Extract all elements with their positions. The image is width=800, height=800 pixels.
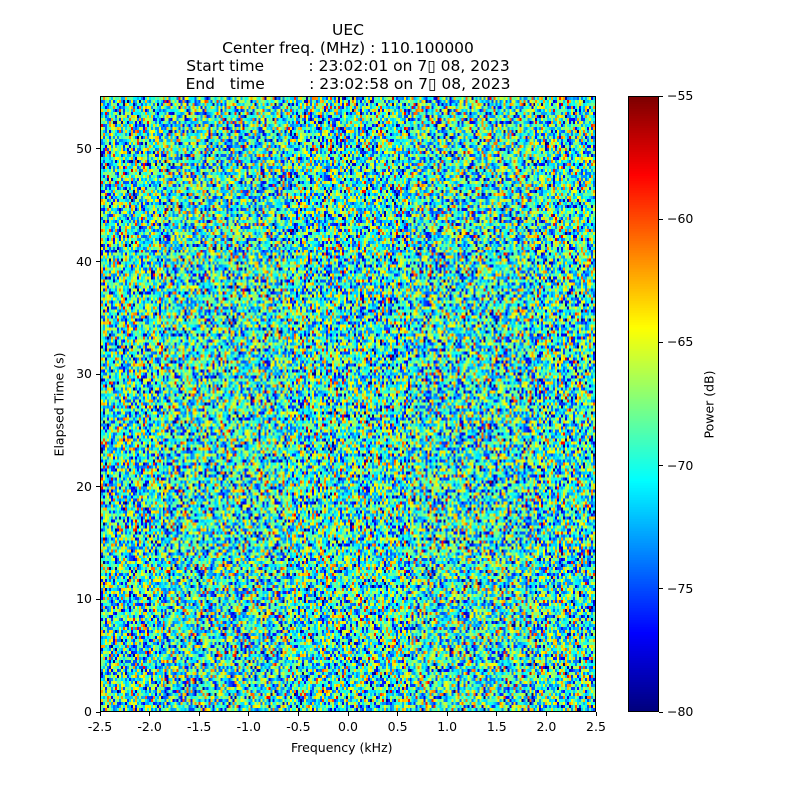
chart-title-line-4: End time : 23:02:58 on 7▯ 08, 2023	[185, 75, 511, 93]
x-tick-label: 2.5	[586, 719, 606, 734]
x-tick-mark	[149, 712, 151, 716]
chart-title-line-2: Center freq. (MHz) : 110.100000	[222, 39, 474, 57]
x-tick-label: -1.0	[236, 719, 261, 734]
y-tick-mark	[96, 261, 100, 263]
heatmap-cells	[101, 97, 595, 711]
y-tick-mark	[96, 148, 100, 150]
y-tick-label: 50	[76, 140, 92, 156]
colorbar	[628, 96, 659, 712]
x-tick-mark	[545, 712, 547, 716]
x-tick-mark	[446, 712, 448, 716]
y-tick-label: 20	[76, 478, 92, 494]
x-axis-label: Frequency (kHz)	[291, 740, 393, 755]
colorbar-tick-label: −55	[667, 88, 694, 103]
x-tick-label: -2.5	[87, 719, 113, 734]
y-tick-mark	[96, 598, 100, 600]
colorbar-tick-mark	[659, 95, 663, 97]
colorbar-tick-mark	[659, 588, 663, 590]
x-tick-label: 1.5	[486, 719, 507, 734]
x-tick-label: 0.0	[338, 719, 358, 734]
colorbar-tick-mark	[659, 218, 663, 220]
x-tick-label: -0.5	[286, 719, 311, 734]
y-tick-label: 10	[76, 591, 92, 607]
colorbar-gradient	[629, 97, 658, 711]
colorbar-tick-mark	[659, 341, 663, 343]
x-tick-label: 1.0	[437, 719, 458, 734]
x-tick-label: 0.5	[387, 719, 408, 734]
x-tick-mark	[297, 712, 299, 716]
colorbar-tick-label: −70	[667, 457, 694, 473]
colorbar-label: Power (dB)	[701, 370, 717, 439]
x-tick-mark	[248, 712, 250, 716]
chart-title-line-3: Start time : 23:02:01 on 7▯ 08, 2023	[186, 57, 510, 75]
x-tick-mark	[198, 712, 200, 716]
colorbar-tick-label: −80	[667, 704, 694, 719]
x-tick-label: -1.5	[186, 719, 212, 734]
plot-area	[100, 96, 596, 712]
x-tick-mark	[496, 712, 498, 716]
colorbar-tick-label: −60	[667, 211, 694, 227]
y-tick-mark	[96, 486, 100, 488]
y-tick-label: 0	[84, 704, 92, 719]
y-tick-mark	[96, 711, 100, 713]
x-tick-label: 2.0	[536, 719, 557, 734]
colorbar-tick-mark	[659, 711, 663, 713]
colorbar-tick-mark	[659, 465, 663, 467]
chart-title-line-1: UEC	[332, 21, 364, 39]
y-axis-label: Elapsed Time (s)	[51, 352, 67, 457]
colorbar-tick-label: −65	[667, 334, 694, 350]
x-tick-mark	[397, 712, 399, 716]
y-tick-label: 30	[76, 366, 92, 382]
x-tick-label: -2.0	[137, 719, 162, 734]
colorbar-tick-label: −75	[667, 580, 694, 596]
x-tick-mark	[595, 712, 597, 716]
y-tick-label: 40	[76, 253, 92, 269]
y-tick-mark	[96, 373, 100, 375]
x-tick-mark	[347, 712, 349, 716]
x-tick-mark	[99, 712, 101, 716]
